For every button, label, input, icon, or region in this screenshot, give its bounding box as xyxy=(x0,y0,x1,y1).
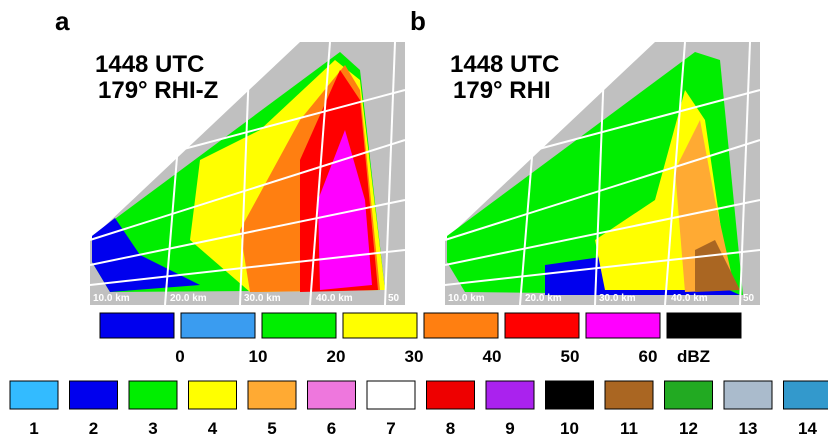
range-label: 30.0 km xyxy=(599,293,636,304)
class-swatch xyxy=(723,380,773,410)
scale-swatch xyxy=(423,312,499,339)
class-legend: 1 2 3 4 5 6 7 8 9 10 11 12 13 14 xyxy=(9,380,828,438)
range-label: 30.0 km xyxy=(244,293,281,304)
class-swatch xyxy=(664,380,713,410)
class-label: 9 xyxy=(505,419,514,438)
range-label: 40.0 km xyxy=(316,293,353,304)
class-swatch xyxy=(783,380,828,410)
scale-tick-label: 10 xyxy=(249,347,268,366)
class-swatch xyxy=(307,380,356,410)
scale-swatch xyxy=(342,312,418,339)
range-label: 50 xyxy=(743,293,755,304)
class-label: 1 xyxy=(29,419,38,438)
class-label: 6 xyxy=(327,419,336,438)
scale-tick-label: 0 xyxy=(175,347,184,366)
scale-swatch xyxy=(180,312,256,339)
panel-label: a xyxy=(55,6,70,36)
scale-swatch xyxy=(261,312,337,339)
class-label: 2 xyxy=(89,419,98,438)
scale-swatch xyxy=(504,312,580,339)
class-swatch xyxy=(604,380,654,410)
class-swatch xyxy=(366,380,416,410)
range-label: 20.0 km xyxy=(525,293,562,304)
scale-tick-label: 50 xyxy=(561,347,580,366)
range-label: 40.0 km xyxy=(671,293,708,304)
class-swatch xyxy=(426,380,475,410)
class-label: 10 xyxy=(560,419,579,438)
class-label: 3 xyxy=(148,419,157,438)
class-label: 8 xyxy=(446,419,455,438)
class-label: 12 xyxy=(679,419,698,438)
scale-tick-label: 40 xyxy=(483,347,502,366)
class-label: 5 xyxy=(267,419,276,438)
range-label: 10.0 km xyxy=(93,293,130,304)
scale-tick-label: 30 xyxy=(405,347,424,366)
reflectivity-scale: 0 10 20 30 40 50 60 dBZ xyxy=(99,312,742,366)
class-label: 14 xyxy=(798,419,817,438)
class-swatch xyxy=(485,380,535,410)
class-swatch xyxy=(188,380,237,410)
range-label: 20.0 km xyxy=(170,293,207,304)
panel-title: 179° RHI xyxy=(453,77,551,104)
scale-unit: dBZ xyxy=(677,347,710,366)
class-swatch xyxy=(9,380,59,410)
scale-tick-label: 20 xyxy=(327,347,346,366)
panel-title: 179° RHI-Z xyxy=(98,77,218,104)
scale-swatch xyxy=(99,312,175,339)
class-swatch xyxy=(69,380,118,410)
class-label: 13 xyxy=(739,419,758,438)
panel-label: b xyxy=(410,6,426,36)
class-swatch xyxy=(247,380,297,410)
panel-title: 1448 UTC xyxy=(450,51,559,78)
class-label: 11 xyxy=(620,419,638,438)
class-swatch xyxy=(128,380,178,410)
range-label: 50 xyxy=(388,293,400,304)
class-swatch xyxy=(545,380,594,410)
scale-swatch xyxy=(585,312,661,339)
panel-title: 1448 UTC xyxy=(95,51,204,78)
class-label: 7 xyxy=(386,419,395,438)
scale-tick-label: 60 xyxy=(639,347,658,366)
class-label: 4 xyxy=(208,419,218,438)
range-label: 10.0 km xyxy=(448,293,485,304)
scale-swatch xyxy=(666,312,742,339)
